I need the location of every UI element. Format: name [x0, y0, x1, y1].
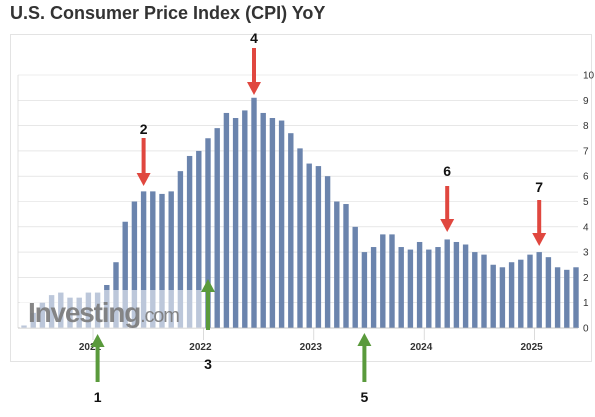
cpi-bar: [490, 264, 496, 328]
cpi-bar: [288, 133, 294, 328]
y-tick-label: 2: [583, 273, 589, 284]
green-arrow-shaft: [95, 347, 100, 382]
cpi-bar: [297, 148, 303, 328]
x-tick-label: 2023: [300, 342, 323, 353]
cpi-bar: [564, 269, 570, 328]
cpi-bar: [407, 249, 414, 328]
red-arrow-head: [532, 233, 547, 246]
green-arrow-shaft: [206, 292, 210, 330]
green-arrow-head: [201, 279, 215, 292]
cpi-bar: [481, 254, 487, 328]
annotation-label: 4: [250, 30, 258, 46]
y-tick-label: 5: [583, 197, 589, 208]
annotation-label: 3: [204, 356, 212, 372]
cpi-bar: [223, 112, 230, 328]
cpi-bar: [343, 204, 349, 328]
cpi-bar: [536, 252, 542, 328]
cpi-bar: [499, 267, 506, 328]
y-tick-label: 10: [583, 71, 595, 82]
red-arrow-head: [136, 173, 151, 186]
red-arrow-shaft: [445, 186, 450, 219]
cpi-bar: [472, 252, 478, 328]
x-tick-label: 2021: [79, 342, 102, 353]
green-arrow-shaft: [362, 346, 367, 382]
cpi-bar: [508, 262, 515, 328]
cpi-bar: [260, 112, 266, 328]
cpi-bar: [324, 176, 331, 328]
cpi-bar: [131, 201, 138, 328]
watermark-backdrop: [20, 290, 202, 328]
watermark-logo: Investing.com: [28, 297, 179, 328]
cpi-bar: [251, 97, 257, 329]
cpi-bar: [416, 241, 423, 328]
red-arrow-shaft: [252, 48, 256, 82]
chart-frame: [10, 34, 592, 362]
cpi-bar: [278, 120, 285, 328]
y-tick-label: 6: [583, 172, 589, 183]
cpi-bar: [186, 155, 193, 328]
y-tick-label: 1: [583, 298, 589, 309]
cpi-bar: [398, 247, 404, 328]
cpi-bar: [426, 249, 432, 328]
cpi-bar: [462, 244, 469, 328]
red-arrow-head: [247, 82, 261, 95]
cpi-bar: [444, 239, 450, 328]
annotation-label: 2: [140, 121, 148, 137]
cpi-bar: [122, 221, 128, 328]
cpi-bar: [554, 267, 561, 328]
x-tick-label: 2022: [189, 342, 212, 353]
x-tick-label: 2024: [410, 342, 433, 353]
cpi-bar: [168, 191, 174, 328]
cpi-bar: [150, 191, 156, 328]
chart-title: U.S. Consumer Price Index (CPI) YoY: [10, 3, 326, 23]
annotation-label: 1: [94, 389, 102, 405]
cpi-bar: [306, 163, 312, 328]
cpi-bar: [380, 234, 386, 328]
cpi-bar: [159, 193, 165, 328]
cpi-bar: [140, 191, 147, 328]
y-tick-label: 9: [583, 96, 589, 107]
cpi-bar: [453, 241, 460, 328]
cpi-bar: [435, 247, 441, 328]
green-arrow-head: [90, 334, 105, 347]
cpi-bar: [545, 257, 552, 328]
y-tick-label: 0: [583, 324, 589, 335]
cpi-bar: [177, 171, 184, 328]
cpi-bar: [573, 267, 579, 328]
cpi-bar: [232, 118, 239, 328]
cpi-bar: [214, 128, 220, 328]
cpi-bar: [334, 201, 340, 328]
y-tick-label: 7: [583, 146, 589, 157]
green-arrow-head: [357, 333, 372, 346]
cpi-bar: [527, 254, 533, 328]
cpi-bar: [361, 252, 368, 328]
cpi-bar: [242, 110, 248, 328]
watermark-brand: Investing: [28, 297, 140, 328]
red-arrow-head: [440, 219, 455, 232]
annotation-label: 5: [361, 389, 369, 405]
cpi-bar: [269, 118, 276, 328]
cpi-bar: [518, 259, 524, 328]
cpi-bar: [389, 234, 395, 328]
cpi-bar: [370, 247, 377, 328]
watermark-suffix: .com: [140, 305, 179, 327]
cpi-bar: [205, 138, 211, 328]
x-tick-label: 2025: [520, 342, 543, 353]
annotation-label: 7: [535, 179, 543, 195]
cpi-bar: [315, 166, 322, 328]
cpi-bar: [196, 150, 202, 328]
y-tick-label: 8: [583, 121, 589, 132]
red-arrow-shaft: [141, 138, 146, 173]
y-tick-label: 3: [583, 248, 589, 259]
annotation-label: 6: [443, 163, 451, 179]
y-tick-label: 4: [583, 222, 589, 233]
red-arrow-shaft: [537, 200, 542, 233]
cpi-bar: [352, 226, 358, 328]
